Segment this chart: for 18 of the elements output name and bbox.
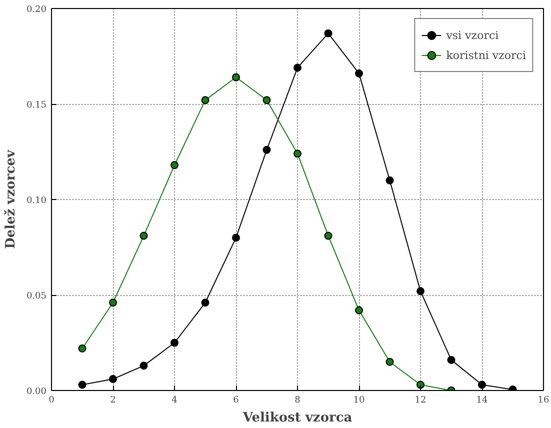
legend-label: vsi vzorci — [446, 28, 499, 42]
y-axis-title: Delež vzorcev — [3, 150, 18, 249]
x-tick-label: 12 — [414, 396, 426, 406]
x-tick-label: 4 — [172, 396, 178, 406]
legend-label: koristni vzorci — [446, 48, 526, 62]
y-tick-label: 0.10 — [26, 196, 47, 206]
y-tick-label: 0.00 — [26, 387, 47, 397]
y-tick-label: 0.05 — [26, 292, 47, 302]
y-tick-label: 0.20 — [26, 5, 47, 15]
x-tick-label: 14 — [476, 396, 488, 406]
x-tick-label: 10 — [353, 396, 365, 406]
x-axis-title: Velikost vzorca — [242, 410, 353, 426]
x-tick-label: 2 — [110, 396, 116, 406]
x-tick-label: 0 — [48, 396, 55, 406]
y-tick-label: 0.15 — [26, 100, 47, 110]
x-tick-label: 8 — [294, 396, 301, 406]
x-tick-label: 6 — [233, 396, 240, 406]
x-tick-label: 16 — [538, 396, 550, 406]
